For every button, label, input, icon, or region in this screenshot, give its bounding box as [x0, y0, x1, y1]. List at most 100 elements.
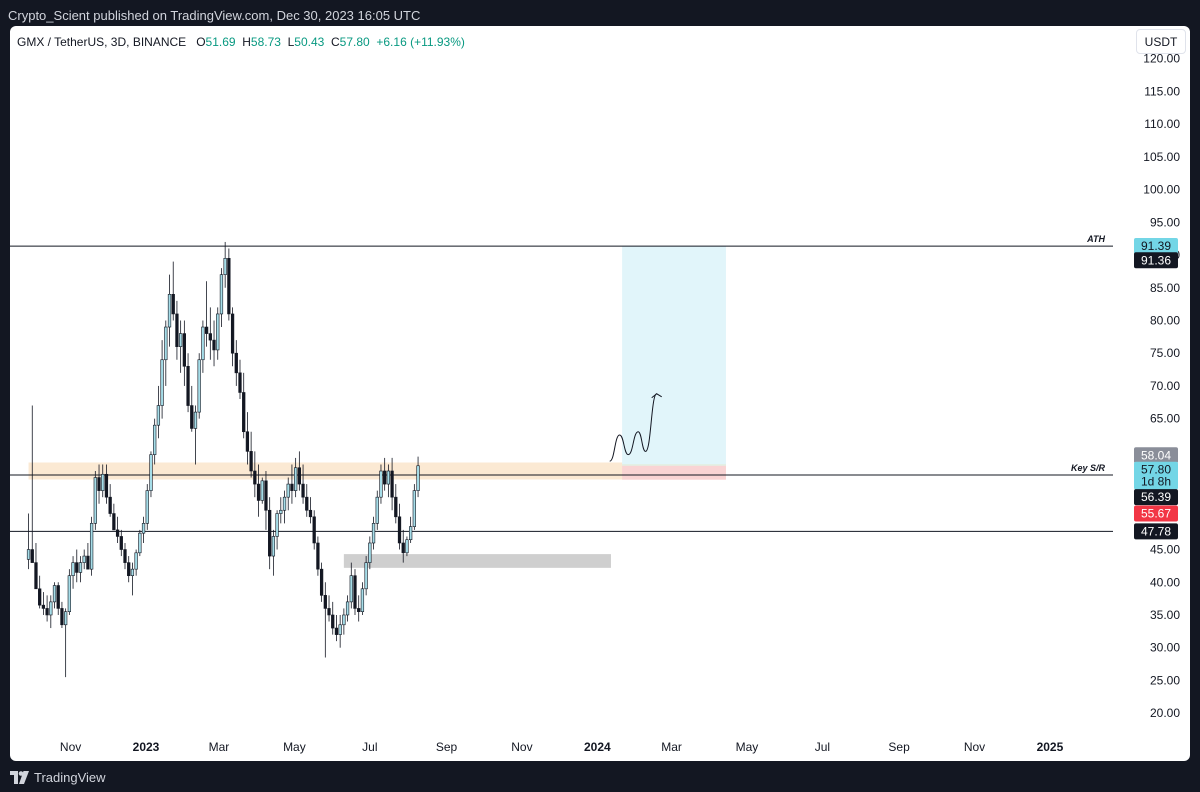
tradingview-brand[interactable]: TradingView: [10, 770, 106, 785]
candle-body-20: [101, 473, 105, 491]
candle-body-60: [249, 451, 253, 472]
price-label-bg-1: [1134, 252, 1178, 269]
candle-body-41: [179, 333, 183, 347]
candle-body-81: [327, 608, 331, 616]
candle-body-8: [56, 585, 60, 609]
published-header: Crypto_Scient published on TradingView.c…: [0, 0, 1200, 26]
candle-body-51: [216, 313, 220, 351]
hline-label-1: ATH: [1086, 234, 1105, 244]
candle-body-85: [342, 614, 346, 626]
y-tick-2: 30.00: [1150, 641, 1180, 655]
y-tick-5: 45.00: [1150, 543, 1180, 557]
candle-body-44: [190, 405, 194, 429]
candle-body-6: [49, 601, 53, 616]
x-tick-5: Sep: [436, 740, 458, 754]
y-tick-18: 110.00: [1144, 117, 1180, 131]
candle-body-92: [368, 542, 372, 563]
candle-body-96: [383, 470, 387, 485]
close-label: C: [331, 35, 340, 49]
candle-body-72: [294, 467, 298, 491]
x-tick-8: Mar: [661, 740, 682, 754]
candle-body-76: [308, 509, 313, 518]
candle-body-63: [260, 480, 264, 501]
y-tick-11: 75.00: [1150, 346, 1180, 360]
candle-body-94: [375, 496, 379, 524]
candle-body-29: [134, 552, 138, 570]
candle-body-17: [89, 523, 94, 570]
price-label-1: 91.36: [1141, 253, 1171, 267]
candle-body-31: [141, 523, 146, 534]
y-tick-17: 105.00: [1143, 150, 1180, 164]
x-tick-4: Jul: [362, 740, 377, 754]
candle-body-100: [397, 516, 402, 544]
published-text: Crypto_Scient published on TradingView.c…: [8, 8, 421, 23]
candle-body-105: [416, 465, 420, 491]
y-tick-4: 40.00: [1150, 575, 1180, 589]
y-tick-0: 20.00: [1150, 706, 1180, 720]
candle-body-80: [323, 595, 327, 609]
candle-body-24: [115, 529, 120, 537]
candle-body-57: [238, 372, 242, 393]
candle-body-47: [201, 326, 205, 361]
candle-body-36: [160, 359, 164, 406]
key-sr-zone: [28, 462, 726, 480]
candle-body-18: [93, 477, 97, 524]
candle-body-91: [364, 562, 368, 590]
x-tick-12: Nov: [964, 740, 985, 754]
projection-arrowhead: [651, 393, 662, 399]
footer: TradingView: [0, 762, 1200, 792]
candle-body-102: [405, 539, 409, 554]
candle-body-98: [390, 470, 394, 498]
candle-body-50: [212, 339, 216, 351]
y-tick-1: 25.00: [1150, 673, 1180, 687]
candle-body-39: [171, 294, 175, 315]
candle-body-13: [75, 562, 79, 573]
projection-path: [609, 393, 658, 462]
candle-body-55: [230, 313, 235, 354]
price-label-bg-0: [1134, 237, 1178, 254]
candle-body-11: [67, 575, 71, 612]
open-label: O: [196, 35, 206, 49]
currency-button[interactable]: USDT: [1136, 29, 1186, 54]
candle-body-14: [78, 562, 83, 573]
candle-body-42: [182, 333, 186, 367]
candle-body-5: [45, 608, 49, 616]
high-label: H: [242, 35, 251, 49]
price-label-bg-6: [1134, 505, 1178, 522]
y-tick-3: 35.00: [1150, 608, 1180, 622]
price-label-6: 55.67: [1141, 507, 1171, 521]
candle-body-73: [297, 467, 301, 485]
candle-body-66: [271, 536, 276, 557]
price-label-0: 91.39: [1141, 239, 1171, 253]
candle-body-65: [268, 509, 272, 557]
candle-body-2: [34, 562, 38, 590]
y-tick-13: 85.00: [1150, 281, 1180, 295]
candle-body-16: [86, 555, 90, 570]
y-tick-12: 80.00: [1150, 313, 1180, 327]
low-label: L: [287, 35, 295, 49]
y-tick-16: 100.00: [1143, 183, 1180, 197]
candle-body-27: [127, 562, 131, 577]
target-zone: [622, 245, 726, 465]
chart-panel[interactable]: ATH Key S/R 20.00 25.00 30.00 35.00 40.00 45.00…: [10, 26, 1190, 761]
candle-body-7: [52, 585, 57, 603]
candle-body-103: [409, 526, 413, 541]
y-tick-19: 115.00: [1144, 84, 1180, 98]
candle-body-68: [279, 509, 283, 514]
candle-body-74: [301, 483, 305, 498]
candle-body-43: [186, 365, 190, 406]
candle-body-99: [394, 496, 398, 518]
candle-body-1: [30, 549, 34, 563]
candle-body-56: [234, 352, 238, 374]
candle-body-30: [138, 532, 142, 554]
x-tick-3: May: [283, 740, 306, 754]
candle-body-4: [41, 604, 46, 609]
candle-body-40: [175, 313, 179, 347]
candle-body-78: [316, 542, 320, 570]
candle-body-59: [245, 431, 250, 452]
price-label-5: 56.39: [1141, 490, 1171, 504]
price-chart[interactable]: ATH Key S/R 20.00 25.00 30.00 35.00 40.00 45.00…: [10, 26, 1190, 761]
x-tick-13: 2025: [1037, 740, 1064, 754]
candle-body-26: [123, 549, 127, 563]
candle-body-58: [242, 392, 246, 433]
